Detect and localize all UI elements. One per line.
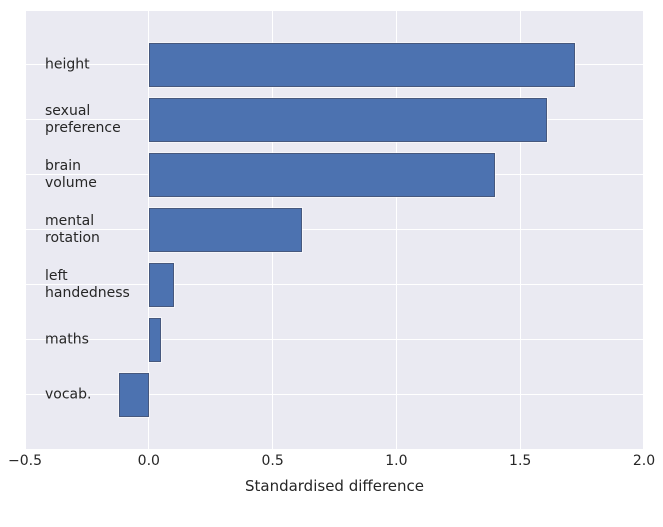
ytick-label-left-handedness: left handedness (45, 267, 130, 301)
xtick-label--0.5: −0.5 (8, 453, 42, 469)
ytick-label-brain-volume: brain volume (45, 157, 97, 191)
gridline-y-left-handedness (25, 283, 644, 286)
ytick-label-sexual-preference: sexual preference (45, 102, 121, 136)
bar-mental-rotation (148, 207, 303, 252)
gridline-y-maths (25, 338, 644, 341)
ytick-label-height: height (45, 55, 90, 72)
ytick-label-maths: maths (45, 330, 89, 347)
x-axis-label: Standardised difference (244, 477, 425, 495)
bar-vocab (119, 372, 149, 417)
bar-height (148, 42, 575, 87)
xtick-label-0.5: 0.5 (261, 453, 284, 469)
xtick-label-1: 1.0 (385, 453, 408, 469)
bar-maths (148, 317, 162, 362)
xtick-label-1.5: 1.5 (509, 453, 532, 469)
xtick-label-0: 0.0 (137, 453, 160, 469)
gridline-y-mental-rotation (25, 228, 644, 231)
ytick-label-vocab: vocab. (45, 385, 92, 402)
xtick-label-2: 2.0 (632, 453, 656, 469)
bar-brain-volume (148, 152, 496, 197)
bar-sexual-preference (148, 97, 548, 142)
plot-area: height sexual preference brain volume menta… (24, 11, 645, 449)
gridline-y-vocab (25, 393, 644, 396)
bar-left-handedness (148, 262, 174, 307)
ytick-label-mental-rotation: mental rotation (45, 212, 100, 246)
